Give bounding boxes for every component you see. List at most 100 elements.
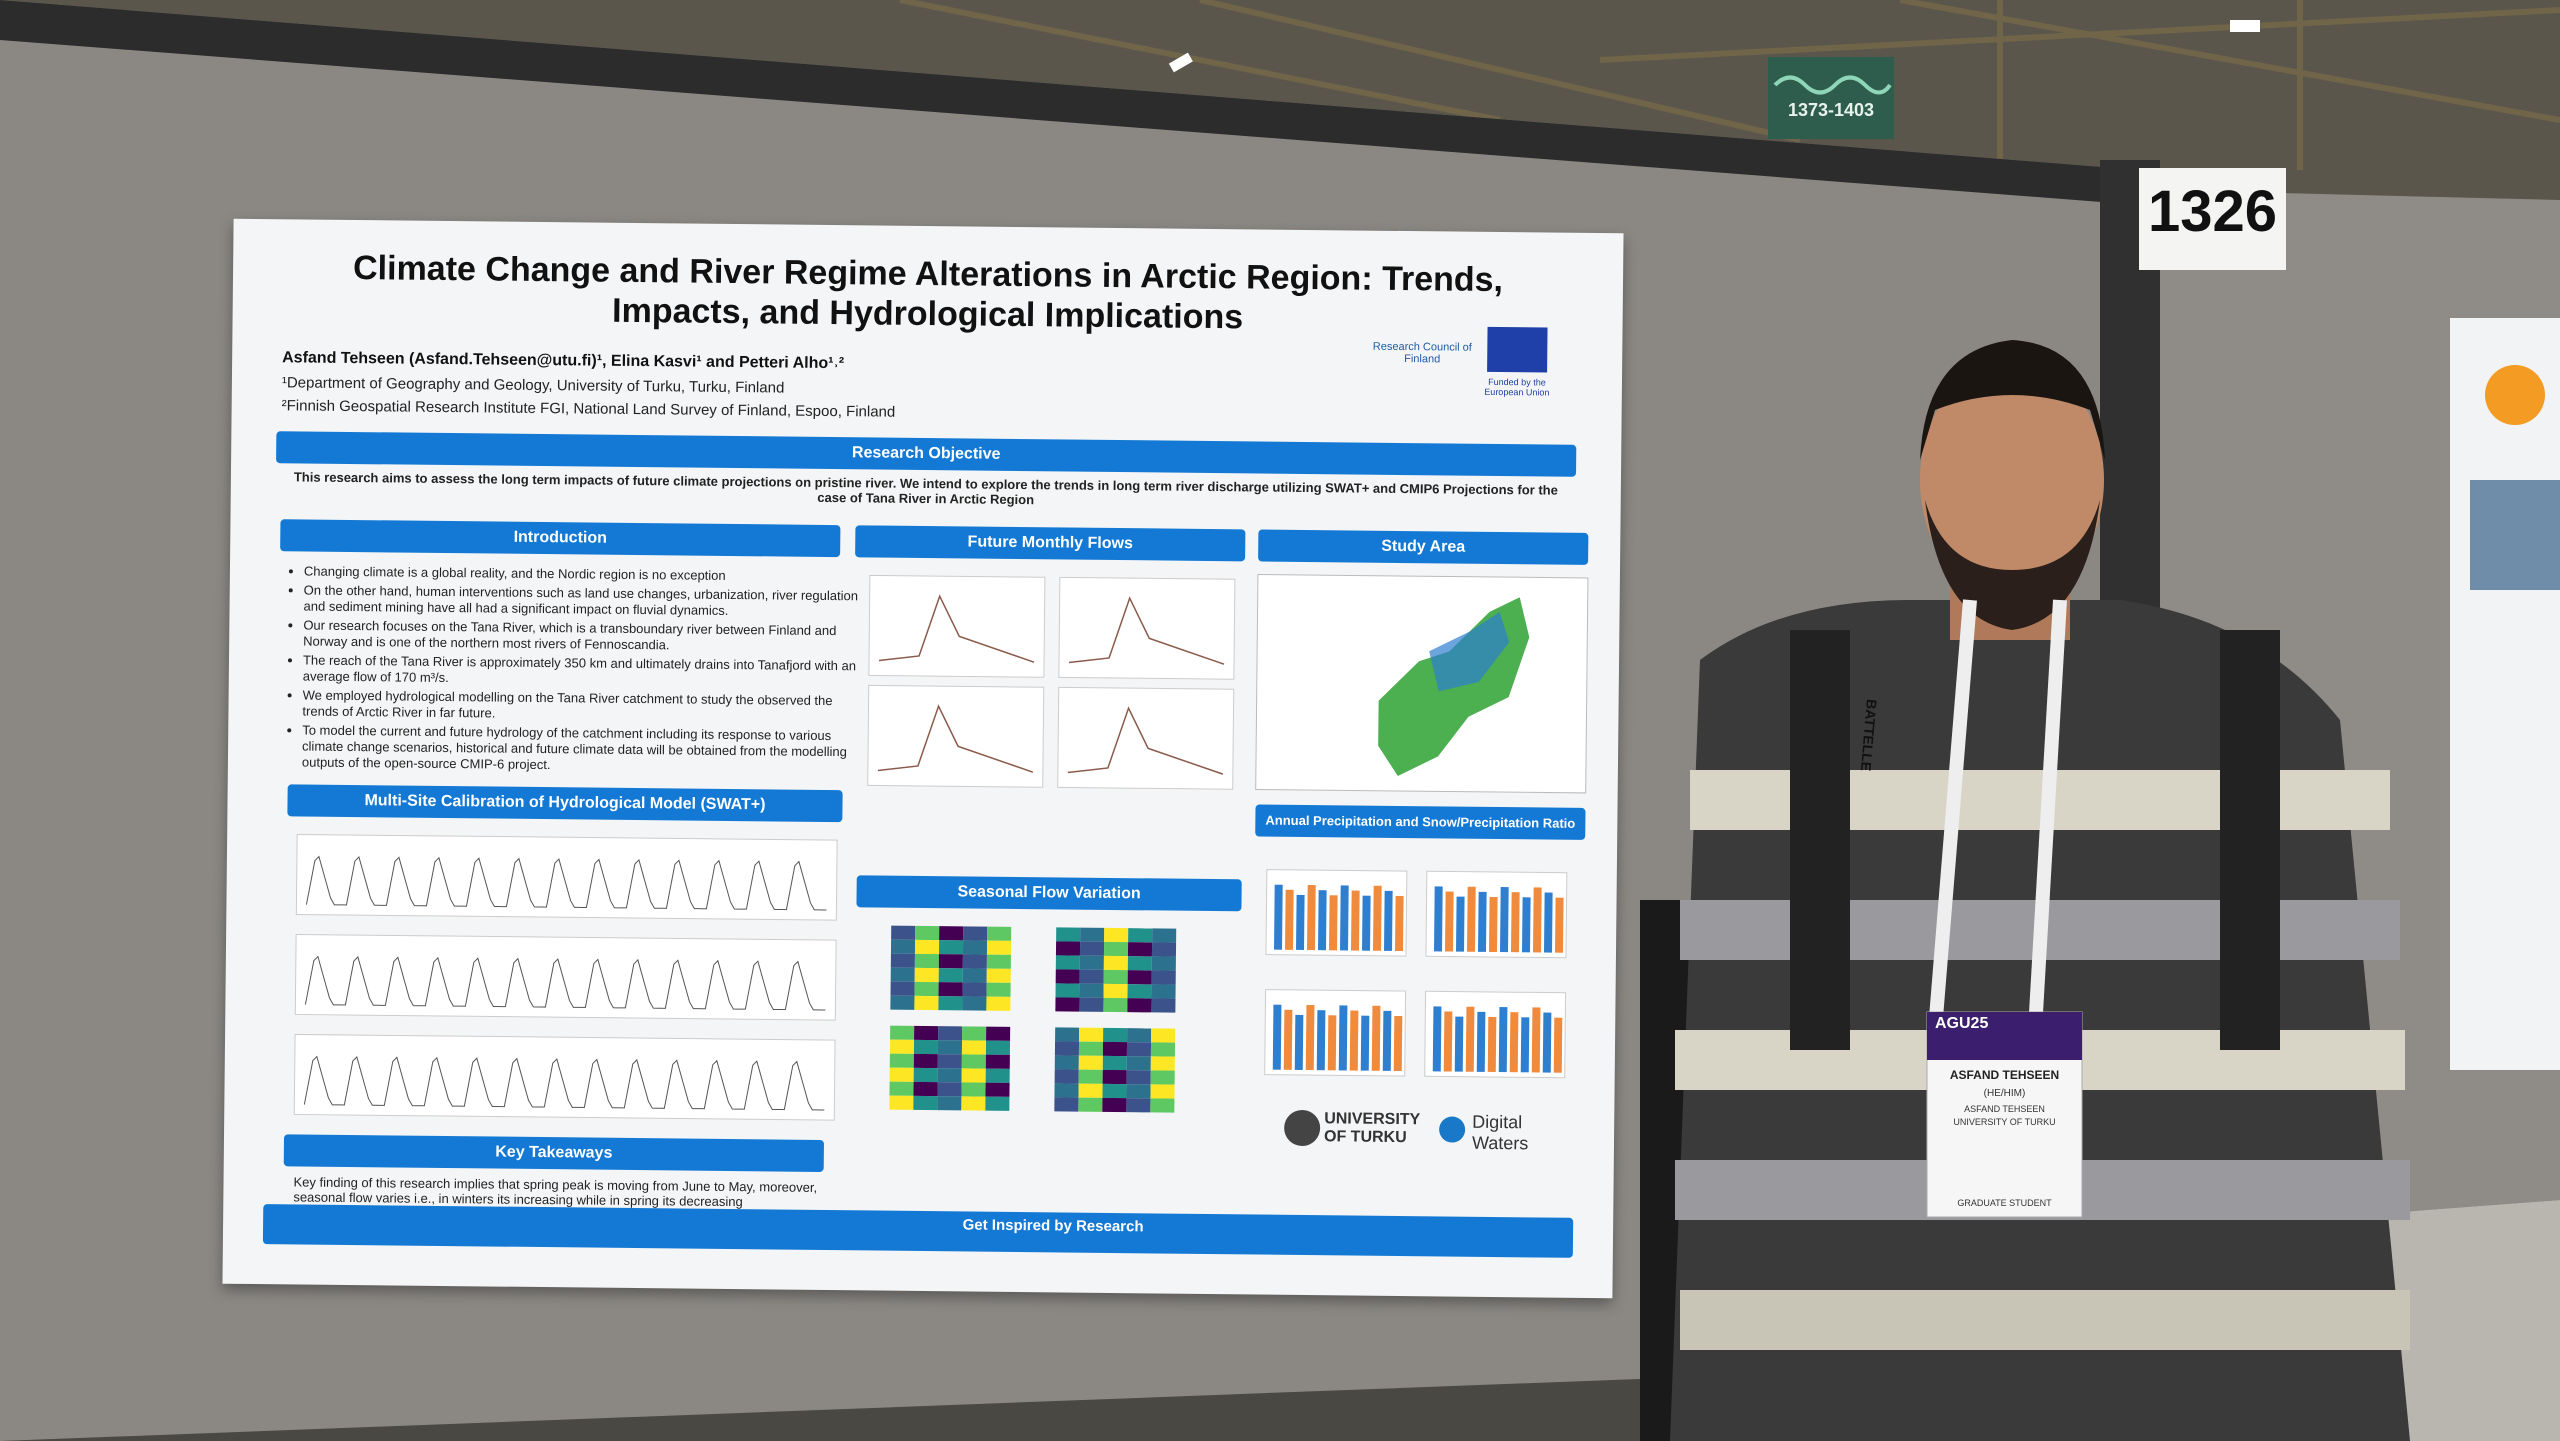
poster-graphic: [1102, 1055, 1127, 1071]
poster-graphic: [890, 939, 916, 954]
poster-graphic: [890, 967, 915, 982]
poster-graphic: [1509, 1012, 1519, 1073]
poster-graphic: [1079, 983, 1104, 998]
poster-graphic: [1305, 1005, 1315, 1071]
poster-graphic: [295, 833, 838, 921]
poster-graphic: [1127, 970, 1152, 985]
poster-graphic: [868, 574, 1046, 678]
poster-graphic: [304, 955, 826, 1011]
poster-graphic: [915, 925, 940, 941]
poster-graphic: [1456, 896, 1465, 952]
poster-graphic: [1103, 983, 1128, 999]
poster-graphic: [1067, 706, 1224, 775]
poster-graphic: [1055, 997, 1080, 1012]
poster-graphic: [1294, 1014, 1304, 1070]
poster-graphic: [914, 967, 939, 983]
poster-graphic: [1150, 1084, 1175, 1099]
poster-graphic: [937, 1068, 962, 1083]
poster-graphic: [1150, 1098, 1175, 1113]
poster-graphic: [1056, 927, 1081, 942]
poster-graphic: [1544, 892, 1553, 953]
poster-graphic: [1533, 887, 1542, 953]
poster-graphic: [986, 940, 1012, 955]
poster-graphic: [1150, 1056, 1175, 1071]
badge-event: AGU25: [1935, 1015, 1989, 1032]
poster-graphic: [962, 954, 987, 969]
poster-graphic: [1104, 927, 1129, 943]
poster-graphic: [1285, 889, 1294, 950]
poster-graphic: [985, 1096, 1010, 1111]
poster-graphic: [1351, 890, 1360, 951]
poster-graphics: [262, 573, 1589, 1258]
poster-graphic: [938, 968, 963, 983]
poster-graphic: [1360, 1015, 1370, 1071]
poster-graphic: [1102, 1097, 1127, 1113]
badge-fullname: ASFAND TEHSEEN: [1964, 1104, 2045, 1114]
poster-graphic: [1489, 896, 1498, 953]
poster-graphic: [1055, 941, 1081, 956]
poster-graphic: [1151, 998, 1176, 1013]
person: [1640, 340, 2410, 1441]
poster-graphic: [1371, 1005, 1381, 1071]
poster-graphic: [889, 1039, 915, 1054]
poster-graphic: [1128, 928, 1153, 943]
poster-graphic: [1327, 1015, 1337, 1071]
poster-graphic: [890, 953, 915, 968]
poster-graphic: [963, 926, 988, 941]
poster-graphic: [962, 982, 987, 997]
poster-graphic: [1151, 942, 1177, 957]
poster-graphic: [889, 1067, 914, 1082]
poster-graphic: [914, 953, 939, 969]
poster-graphic: [1393, 1015, 1403, 1072]
poster-graphic: [1079, 997, 1104, 1012]
poster-graphic: [937, 1054, 962, 1069]
poster-graphic: [914, 1025, 939, 1041]
poster-graphic: [1542, 1012, 1552, 1073]
poster-graphic: [1102, 1069, 1127, 1085]
poster-graphic: [913, 1095, 938, 1111]
poster-graphic: [914, 939, 940, 955]
poster-graphic: [913, 1081, 938, 1097]
poster-graphic: [961, 1096, 986, 1111]
poster-graphic: [867, 684, 1045, 788]
poster-graphic: [1531, 1007, 1541, 1073]
poster-graphic: [1151, 1028, 1176, 1043]
poster-graphic: [303, 1055, 825, 1111]
poster-graphic: [986, 1026, 1011, 1041]
poster-graphic: [1272, 1004, 1282, 1070]
poster-graphic: [1080, 927, 1105, 942]
poster-graphic: [1127, 956, 1152, 971]
poster-graphic: [1382, 1010, 1392, 1071]
logo-text: UNIVERSITY OF TURKU: [1323, 1110, 1421, 1147]
poster-graphic: [294, 933, 837, 1021]
poster-graphic: [890, 981, 915, 996]
badge-pronouns: (HE/HIM): [1983, 1088, 2026, 1099]
poster-graphic: [1318, 890, 1327, 951]
poster-graphic: [1103, 955, 1128, 971]
poster-graphic: [938, 954, 963, 969]
poster-graphic: [986, 982, 1011, 997]
poster-graphic: [1395, 895, 1404, 952]
poster-graphic: [962, 940, 988, 955]
logo-text: Digital Waters: [1471, 1111, 1529, 1154]
poster-graphic: [1434, 886, 1443, 952]
poster-graphic: [961, 1082, 986, 1097]
poster-graphic: [1102, 1041, 1128, 1057]
poster-graphic: [1151, 970, 1176, 985]
poster-graphic: [938, 940, 964, 955]
poster-graphic: [1151, 984, 1176, 999]
badge-name: ASFAND TEHSEEN: [1949, 1068, 2060, 1082]
poster-graphic: [1078, 1069, 1103, 1084]
poster-graphic: [986, 954, 1011, 969]
poster-graphic: [914, 981, 939, 997]
poster-graphic: [1329, 895, 1338, 951]
poster-graphic: [1127, 1028, 1152, 1043]
poster-graphic: [1373, 885, 1382, 951]
poster-graphic: [1126, 1098, 1151, 1113]
section-heading: Key Takeaways: [283, 1134, 824, 1172]
poster-graphic: [1054, 1069, 1079, 1084]
poster-graphic: [1443, 1011, 1453, 1072]
poster-graphic: [1307, 885, 1316, 951]
poster-graphic: [1079, 941, 1105, 956]
poster-graphic: [1055, 1027, 1080, 1042]
